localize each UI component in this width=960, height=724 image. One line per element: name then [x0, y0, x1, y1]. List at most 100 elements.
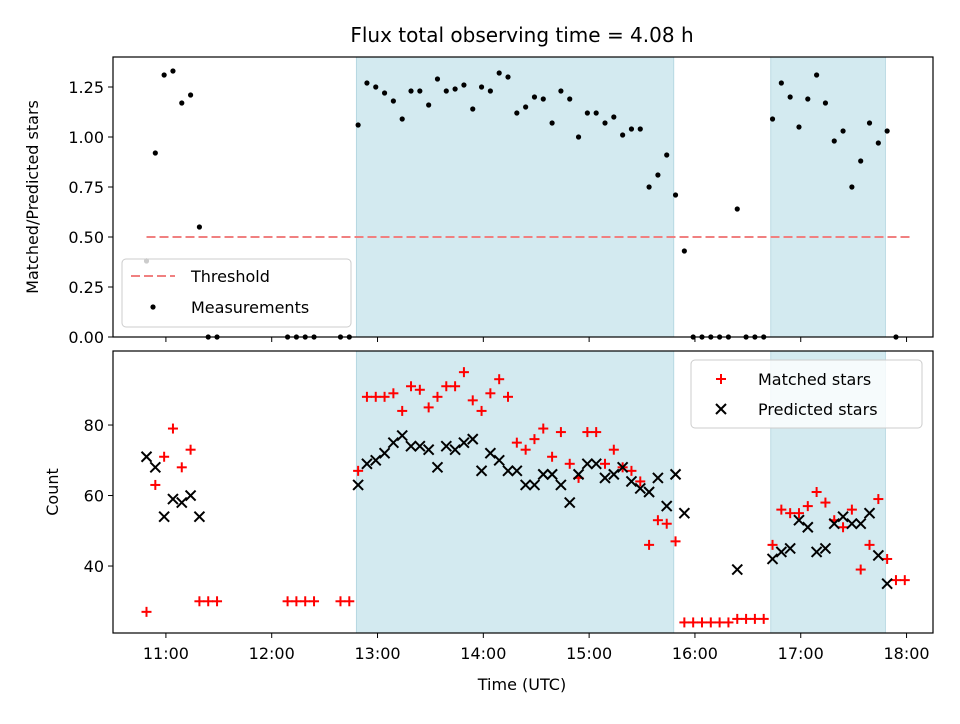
- predicted-star-point: [837, 510, 849, 523]
- matched-star-point: [767, 539, 778, 550]
- observing-window: [355, 350, 675, 634]
- measurement-point: [443, 88, 449, 94]
- predicted-star-point: [819, 542, 832, 555]
- predicted-star-point: [458, 436, 470, 449]
- matched-star-point: [397, 405, 408, 416]
- matched-star-point: [406, 381, 417, 392]
- legend-matched-marker: [716, 374, 726, 384]
- measurement-point: [620, 132, 626, 138]
- matched-star-point: [450, 381, 461, 392]
- measurement-point: [461, 82, 467, 88]
- predicted-star-point: [396, 429, 408, 442]
- measurement-point: [558, 88, 564, 94]
- matched-star-point: [776, 504, 787, 515]
- predicted-star-point: [475, 465, 488, 477]
- matched-star-point: [379, 391, 390, 402]
- matched-star-point: [309, 596, 320, 607]
- matched-star-point: [846, 504, 857, 515]
- y-tick-label: 0.00: [68, 328, 104, 347]
- predicted-star-point: [581, 458, 594, 470]
- bottom-panel: 40 60 80 11:00 12:00 13:00 14:00 15:00 16:00 17:…: [43, 350, 934, 694]
- x-tick-label: 17:00: [778, 644, 824, 663]
- predicted-star-point: [537, 468, 549, 481]
- measurement-point: [373, 84, 379, 90]
- predicted-star-point: [467, 433, 479, 445]
- matched-star-point: [696, 617, 707, 628]
- predicted-star-point: [352, 479, 364, 491]
- measurement-point: [408, 88, 414, 94]
- matched-star-point: [282, 596, 293, 607]
- x-tick-label: 11:00: [143, 644, 189, 663]
- predicted-star-point: [193, 510, 206, 523]
- matched-star-point: [670, 536, 681, 547]
- observing-window: [770, 56, 886, 338]
- measurement-point: [540, 96, 546, 102]
- predicted-star-point: [440, 440, 452, 452]
- predicted-star-point: [643, 486, 655, 498]
- measurement-point: [187, 92, 194, 98]
- matched-star-point: [705, 617, 716, 628]
- predicted-star-point: [608, 468, 620, 481]
- predicted-star-point: [405, 440, 417, 452]
- measurement-point: [778, 80, 784, 86]
- matched-star-point: [758, 613, 769, 624]
- matched-star-point: [529, 434, 540, 445]
- matched-star-point: [203, 596, 214, 607]
- measurement-point: [840, 128, 846, 134]
- measurement-point: [523, 104, 529, 110]
- bottom-y-axis-label: Count: [43, 468, 62, 516]
- predicted-star-point: [616, 461, 629, 474]
- measurement-point: [496, 70, 502, 76]
- top-y-axis-label: Matched/Predicted stars: [23, 100, 42, 294]
- matched-star-point: [793, 508, 804, 519]
- predicted-star-point: [167, 493, 179, 505]
- matched-star-point: [335, 596, 346, 607]
- matched-star-point: [361, 391, 372, 402]
- predicted-star-point: [634, 482, 646, 495]
- matched-star-point: [300, 596, 311, 607]
- measurement-point: [426, 102, 432, 108]
- matched-star-point: [802, 501, 813, 512]
- predicted-star-point: [378, 447, 391, 459]
- measurement-point: [390, 98, 396, 104]
- x-tick-label: 18:00: [883, 644, 929, 663]
- measurement-point: [549, 120, 555, 126]
- matched-star-point: [159, 451, 170, 462]
- predicted-star-point: [387, 436, 400, 449]
- y-tick-label: 80: [84, 416, 104, 435]
- legend-measurements-label: Measurements: [191, 298, 309, 317]
- measurement-point: [822, 100, 829, 106]
- matched-star-point: [811, 487, 822, 497]
- matched-star-point: [899, 575, 910, 586]
- predicted-star-point: [828, 518, 840, 530]
- predicted-star-point: [370, 454, 382, 466]
- measurement-point: [637, 126, 643, 132]
- matched-star-point: [591, 427, 602, 438]
- matched-star-point: [652, 515, 663, 526]
- x-tick-label: 13:00: [354, 644, 400, 663]
- matched-star-point: [890, 575, 901, 586]
- y-tick-label: 0.50: [68, 228, 104, 247]
- predicted-star-point: [140, 451, 153, 463]
- measurement-point: [831, 138, 837, 144]
- matched-star-point: [882, 553, 893, 564]
- predicted-star-point: [678, 507, 691, 519]
- matched-star-point: [414, 384, 425, 395]
- observing-window: [355, 56, 675, 338]
- measurement-point: [681, 248, 687, 254]
- measurement-point: [478, 84, 485, 90]
- matched-star-point: [741, 613, 752, 624]
- matched-star-point: [820, 497, 831, 508]
- matched-star-point: [661, 518, 672, 529]
- legend-matched-label: Matched stars: [758, 370, 871, 389]
- x-tick-label: 16:00: [672, 644, 718, 663]
- matched-star-point: [626, 465, 637, 476]
- measurement-point: [152, 150, 158, 156]
- matched-star-point: [838, 522, 849, 533]
- legend-measurements-sample: [150, 304, 156, 310]
- predicted-star-point: [625, 475, 638, 488]
- matched-star-point: [864, 539, 875, 550]
- measurement-point: [787, 94, 793, 100]
- predicted-star-point: [652, 472, 664, 484]
- matched-star-point: [714, 617, 725, 628]
